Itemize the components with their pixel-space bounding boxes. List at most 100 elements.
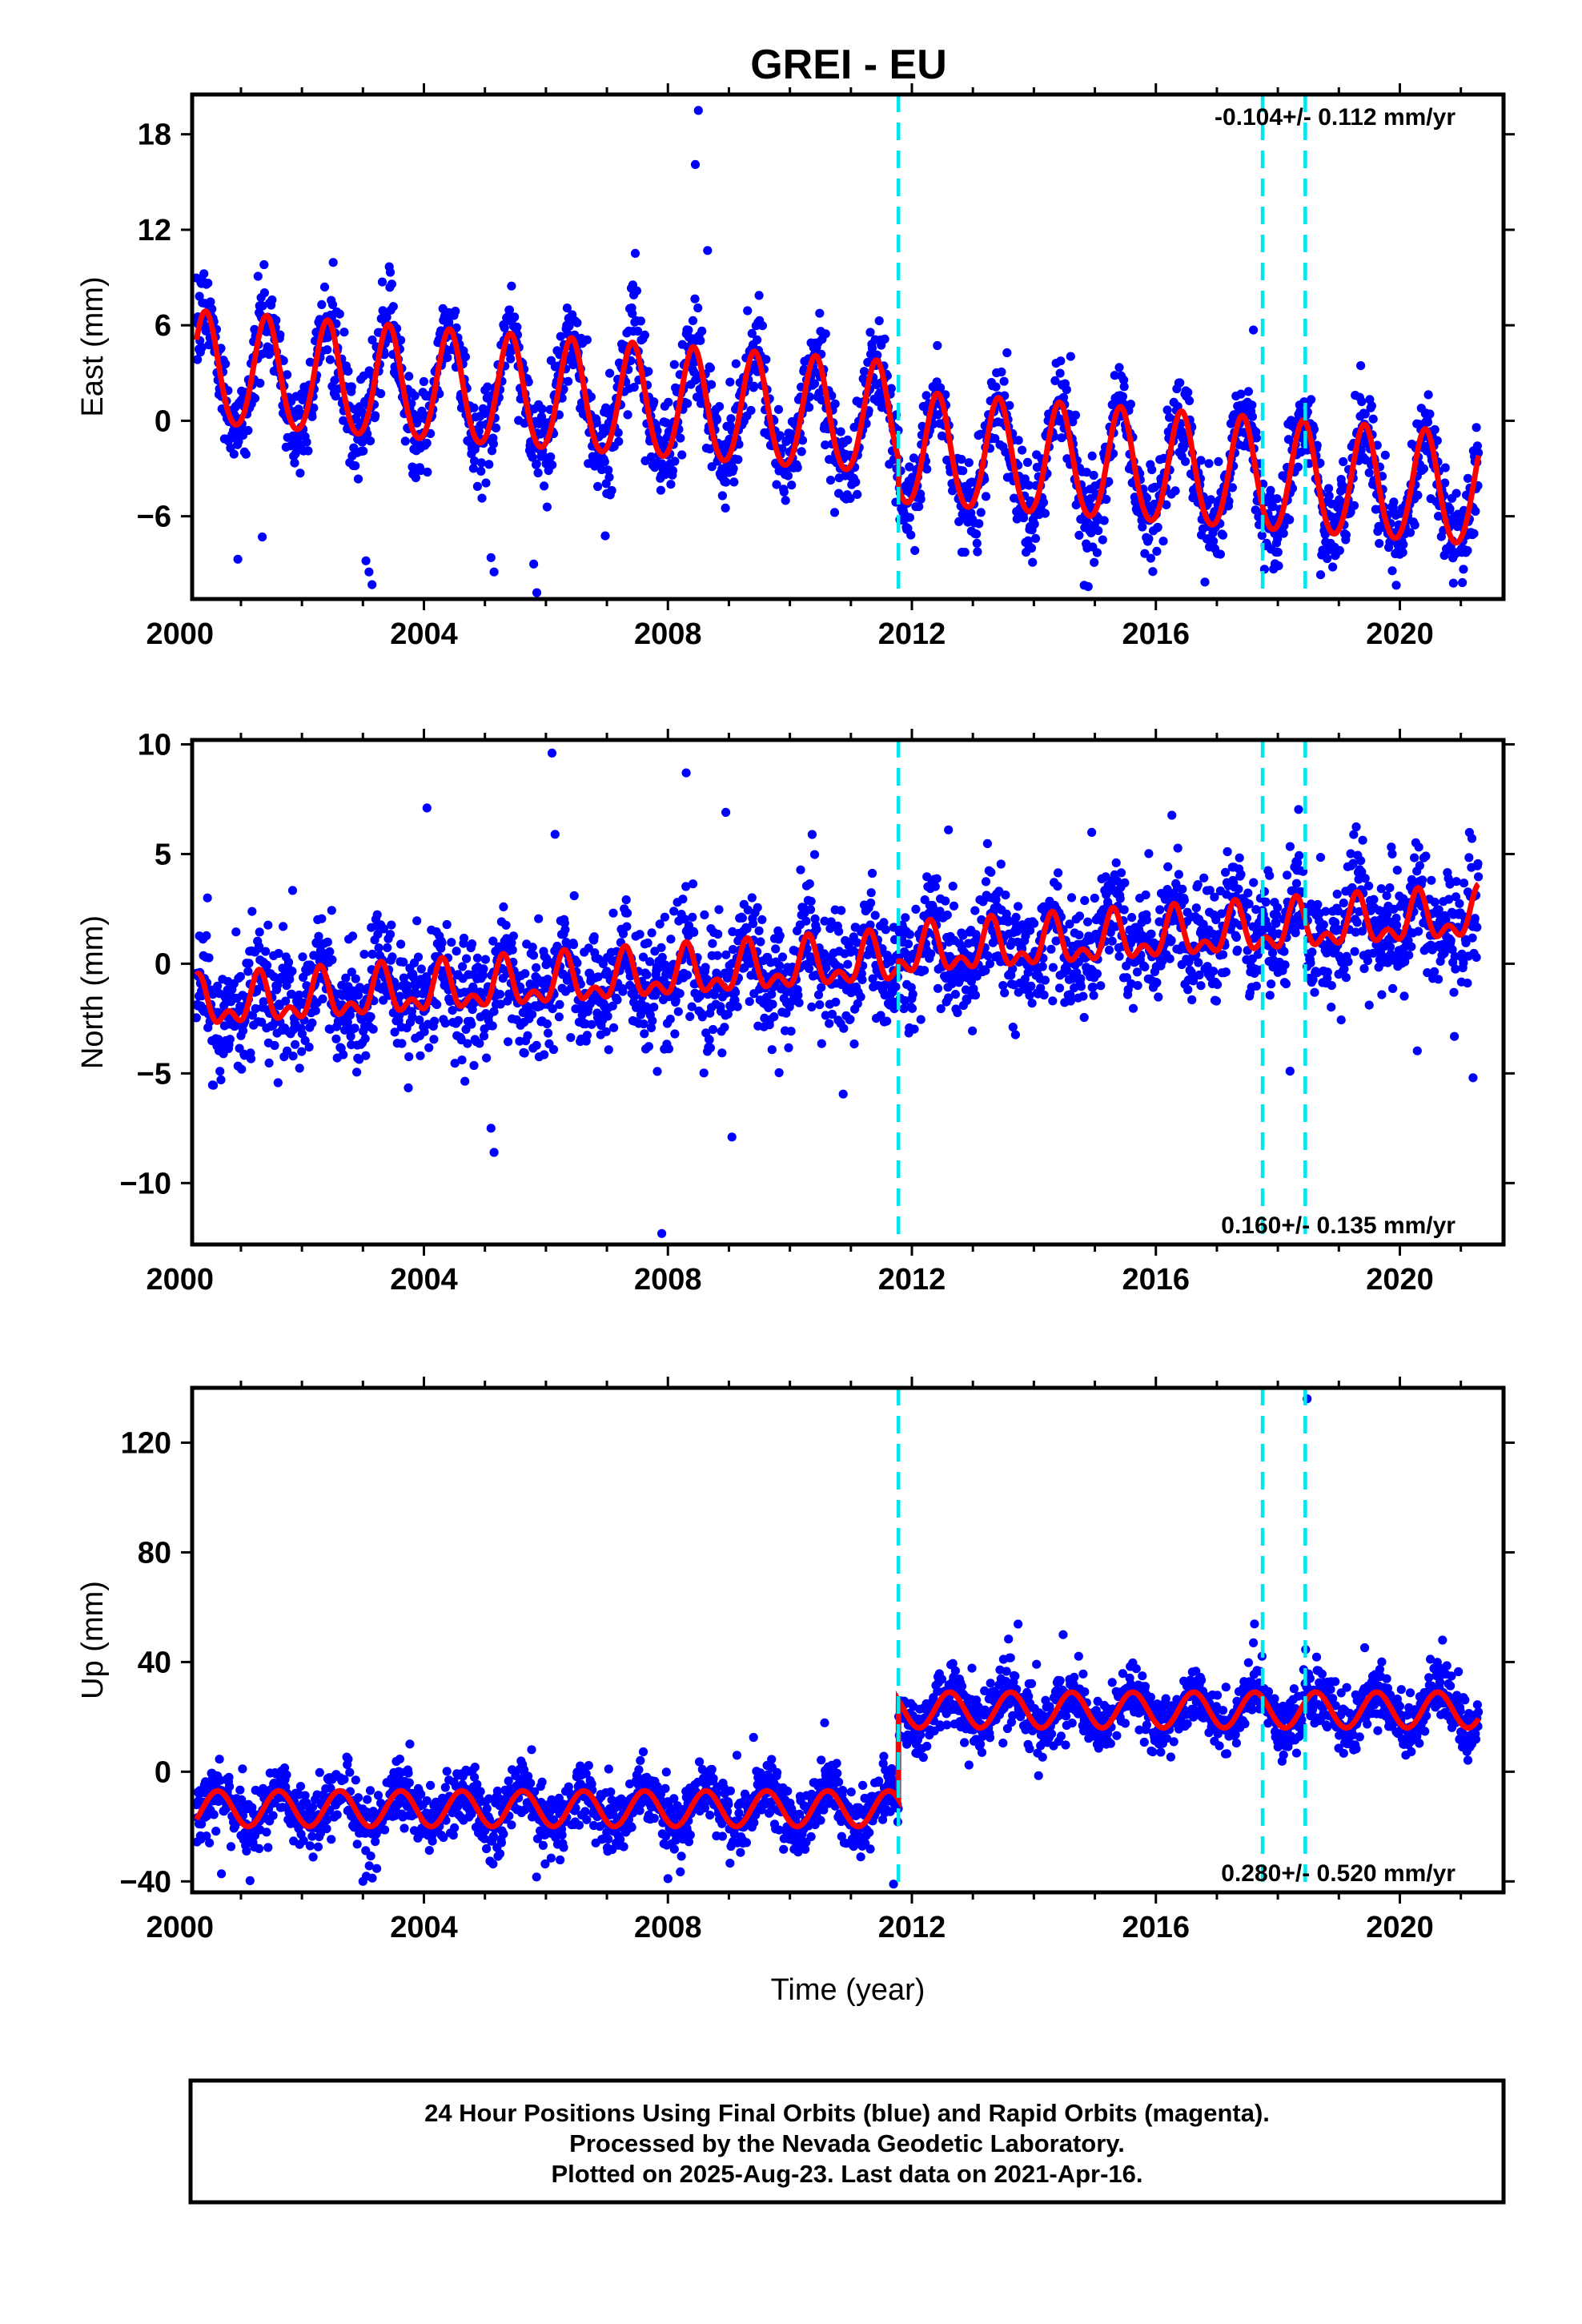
data-point <box>805 879 814 889</box>
data-point <box>601 1027 611 1036</box>
data-point <box>1140 549 1150 558</box>
data-point <box>489 567 499 577</box>
data-point <box>944 993 954 1003</box>
data-point <box>905 930 914 939</box>
data-point <box>530 980 540 990</box>
data-point <box>420 1027 429 1036</box>
data-point <box>367 335 377 345</box>
data-point <box>542 1019 552 1029</box>
data-point <box>1440 463 1450 472</box>
data-point <box>283 1046 292 1055</box>
data-point <box>468 1005 477 1015</box>
data-point <box>495 990 505 999</box>
data-point <box>954 517 964 527</box>
data-point <box>528 943 537 952</box>
data-point <box>476 458 487 468</box>
data-point <box>469 403 479 412</box>
data-point <box>443 353 452 363</box>
data-point <box>660 912 670 922</box>
data-point <box>997 367 1006 377</box>
data-point <box>1273 534 1283 544</box>
data-point <box>241 449 251 459</box>
data-point <box>1410 521 1419 530</box>
data-point <box>1323 484 1334 493</box>
data-point <box>1070 410 1081 420</box>
data-point <box>746 405 756 416</box>
data-point <box>1471 506 1480 517</box>
data-point <box>687 1002 697 1011</box>
data-point <box>1261 897 1271 907</box>
data-point <box>777 952 788 962</box>
data-point <box>247 907 257 916</box>
data-point <box>813 990 824 999</box>
data-point <box>1425 409 1435 419</box>
data-point <box>1358 835 1367 845</box>
data-point <box>708 939 717 948</box>
data-point <box>430 1016 440 1026</box>
data-point <box>1088 983 1098 992</box>
data-point <box>416 964 426 974</box>
data-point <box>597 464 607 475</box>
data-point <box>259 997 268 1007</box>
data-point <box>255 378 265 388</box>
data-point <box>986 867 996 877</box>
data-point <box>1058 392 1069 402</box>
data-point <box>1323 967 1332 977</box>
data-point <box>372 910 382 919</box>
data-point <box>726 414 736 424</box>
data-point <box>532 459 541 468</box>
data-point <box>1351 822 1361 832</box>
data-point <box>528 452 537 462</box>
data-point <box>600 457 609 467</box>
data-point <box>661 418 671 428</box>
data-point <box>1022 457 1033 468</box>
data-point <box>797 447 806 456</box>
data-point <box>488 1021 497 1031</box>
data-point <box>1279 947 1289 956</box>
data-point <box>508 931 519 941</box>
data-point <box>1068 417 1078 427</box>
data-point <box>352 1068 362 1077</box>
data-point <box>1158 537 1168 546</box>
data-point <box>1039 990 1049 1000</box>
data-point <box>916 1015 926 1024</box>
data-point <box>458 962 468 971</box>
data-point <box>379 924 388 934</box>
data-point <box>487 446 497 456</box>
data-point <box>767 1045 777 1055</box>
data-point <box>399 957 408 967</box>
data-point <box>1154 992 1163 1002</box>
data-point <box>817 1039 826 1048</box>
data-point <box>1177 426 1186 436</box>
data-point <box>983 951 993 961</box>
data-point <box>1327 981 1336 991</box>
data-point <box>773 404 784 414</box>
data-point <box>1115 894 1125 903</box>
data-point <box>688 316 698 325</box>
data-point <box>302 437 311 447</box>
data-point <box>534 914 544 923</box>
data-point <box>817 983 826 992</box>
data-point <box>309 403 319 412</box>
data-point <box>1066 352 1075 361</box>
data-point <box>467 939 477 949</box>
data-point <box>806 896 816 907</box>
data-point <box>1313 899 1323 910</box>
data-point <box>1430 424 1439 435</box>
data-point <box>460 352 471 362</box>
data-point <box>237 1064 247 1074</box>
data-point <box>424 1043 434 1052</box>
data-point <box>761 355 771 364</box>
data-point <box>1181 456 1191 466</box>
data-point <box>365 436 375 446</box>
data-point <box>1183 985 1193 995</box>
data-point <box>1040 509 1050 518</box>
data-point <box>747 328 757 338</box>
data-point <box>1359 963 1369 974</box>
data-point <box>1024 480 1034 490</box>
data-point <box>400 436 410 446</box>
data-point <box>1152 546 1162 557</box>
data-point <box>705 363 716 373</box>
data-point <box>743 905 753 915</box>
data-point <box>1360 409 1370 419</box>
